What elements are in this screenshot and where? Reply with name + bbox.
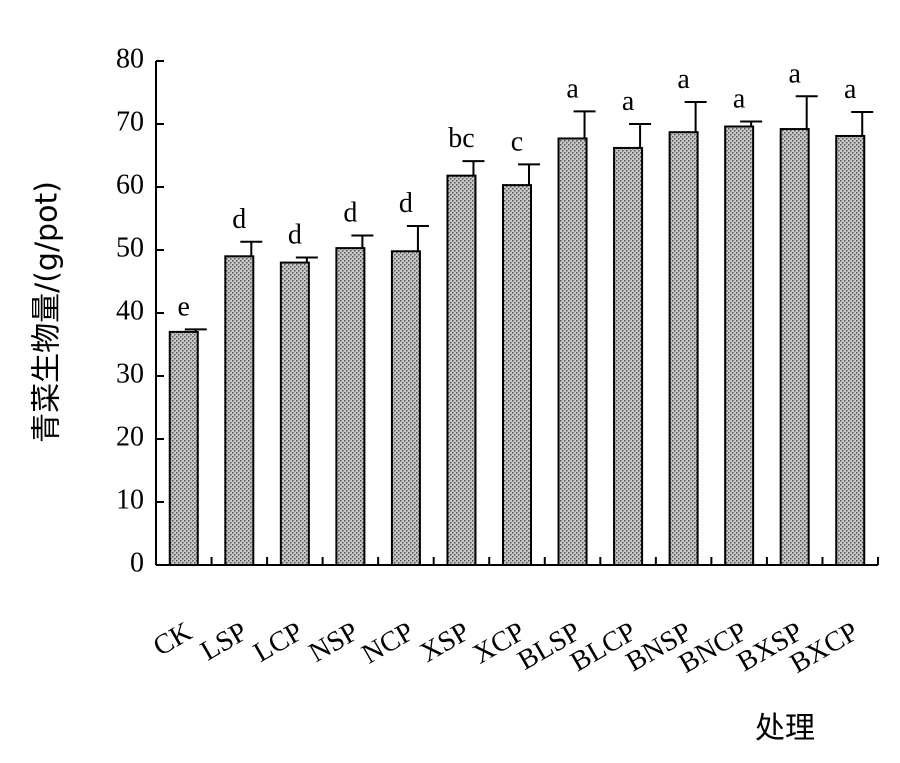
y-tick-label: 50	[116, 232, 144, 263]
significance-letter: a	[677, 64, 690, 95]
significance-letter: bc	[448, 123, 474, 154]
x-tick-label: NSP	[304, 616, 364, 669]
significance-letter: a	[788, 58, 801, 89]
bar-xcp	[502, 184, 532, 567]
significance-letters: e d d d d bc c a a a a a a	[178, 58, 857, 322]
y-tick-label: 10	[116, 484, 144, 515]
significance-letter: d	[288, 220, 302, 251]
y-axis: 0 10 20 30 40 50 60 70 80	[116, 43, 164, 578]
y-tick-label: 60	[116, 169, 144, 200]
x-tick-label: NCP	[357, 616, 420, 670]
x-tick-label: CK	[148, 616, 197, 662]
significance-letter: d	[232, 204, 246, 235]
significance-letter: a	[622, 86, 635, 117]
bar-lsp	[224, 255, 255, 566]
x-axis-title: 处理	[755, 711, 815, 746]
x-tick-label: LSP	[196, 616, 253, 667]
bar-bxsp	[779, 128, 810, 566]
bars	[168, 125, 866, 567]
error-bars	[184, 95, 874, 332]
y-tick-label: 40	[116, 295, 144, 326]
bar-blcp	[613, 146, 644, 566]
y-tick-label: 80	[116, 43, 144, 74]
bar-bncp	[724, 125, 755, 567]
x-tick-labels: CKLSPLCPNSPNCPXSPXCPBLSPBLCPBNSPBNCPBXSP…	[148, 616, 864, 679]
significance-letter: e	[178, 291, 190, 322]
significance-letter: a	[733, 83, 746, 114]
x-tick-label: XSP	[415, 616, 475, 669]
bar-bxcp	[835, 134, 866, 566]
bar-xsp	[446, 174, 477, 566]
y-tick-label: 0	[130, 547, 144, 578]
significance-letter: a	[844, 74, 857, 105]
bar-ck	[168, 330, 199, 566]
significance-letter: d	[343, 198, 357, 229]
y-axis-title: 青菜生物量/(g/pot)	[30, 181, 65, 443]
bar-nsp	[335, 247, 366, 567]
bar-bnsp	[668, 131, 699, 566]
significance-letter: d	[399, 188, 413, 219]
y-tick-label: 30	[116, 358, 144, 389]
bar-lcp	[279, 261, 310, 566]
y-tick-label: 20	[116, 421, 144, 452]
significance-letter: c	[511, 126, 523, 157]
bar-ncp	[390, 250, 421, 566]
y-tick-label: 70	[116, 106, 144, 137]
x-tick-label: LCP	[248, 616, 308, 669]
bar-blsp	[557, 137, 588, 567]
significance-letter: a	[566, 73, 579, 104]
